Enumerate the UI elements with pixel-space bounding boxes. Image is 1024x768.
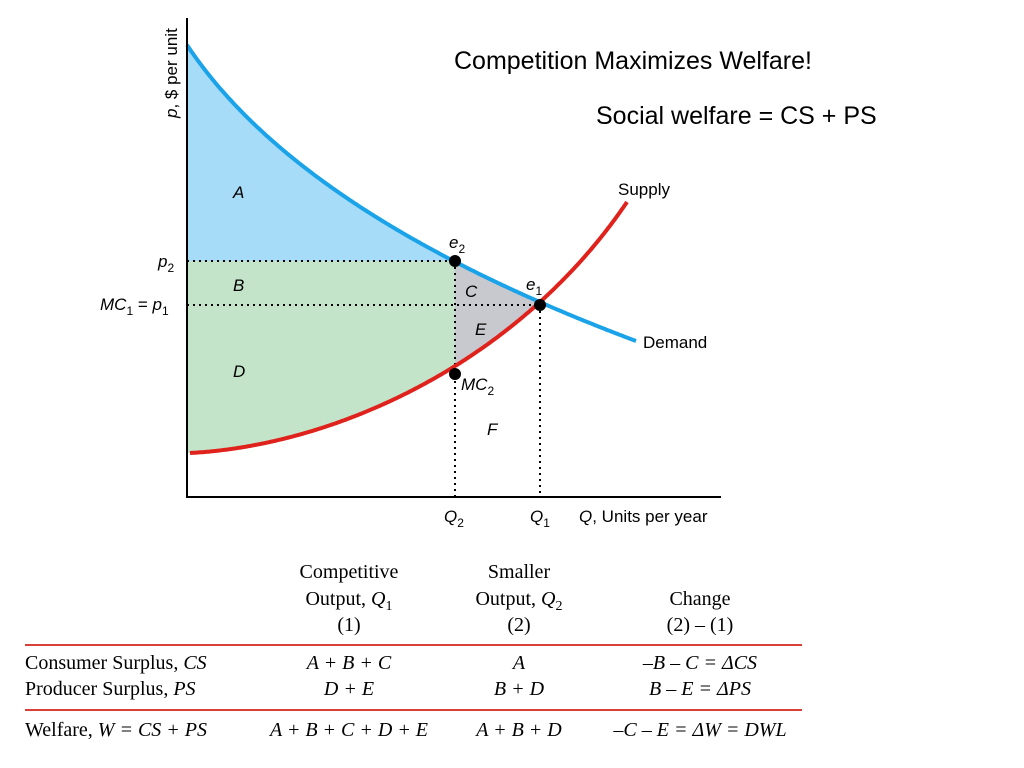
demand-label: Demand bbox=[643, 333, 707, 352]
header-competitive-line1: Competitive bbox=[299, 561, 399, 583]
row-cs-label: Consumer Surplus, CS bbox=[25, 652, 207, 674]
point-label-mc2: MC2 bbox=[461, 375, 494, 398]
header-competitive-line3: (1) bbox=[337, 614, 361, 636]
header-smaller-line1: Smaller bbox=[487, 561, 551, 583]
y-tick-p2: p2 bbox=[157, 252, 174, 275]
welfare-chart: A B C D E F Supply Demand e2 e1 MC2 p2 M… bbox=[100, 18, 721, 530]
point-mc2 bbox=[449, 368, 461, 380]
y-axis-label: p, $ per unit bbox=[162, 28, 181, 119]
row-ps-smaller: B + D bbox=[493, 678, 545, 700]
point-e1 bbox=[534, 299, 546, 311]
region-b-d bbox=[187, 261, 455, 453]
header-smaller-line2: Output, Q2 bbox=[475, 588, 563, 614]
region-label-c: C bbox=[465, 282, 478, 301]
row-ps-change: B – E = ΔPS bbox=[649, 678, 751, 700]
region-label-b: B bbox=[233, 276, 244, 295]
header-change-line1: Change bbox=[669, 588, 731, 610]
row-welfare-label: Welfare, W = CS + PS bbox=[25, 719, 208, 741]
region-label-a: A bbox=[232, 183, 244, 202]
slide-subtitle: Social welfare = CS + PS bbox=[596, 102, 877, 130]
x-axis-label: Q, Units per year bbox=[579, 507, 708, 526]
row-welfare-smaller: A + B + D bbox=[476, 719, 562, 741]
row-cs-competitive: A + B + C bbox=[306, 652, 392, 674]
header-competitive-line2: Output, Q1 bbox=[305, 588, 393, 614]
y-tick-p1: MC1 = p1 bbox=[100, 295, 169, 318]
slide-title: Competition Maximizes Welfare! bbox=[454, 47, 812, 75]
region-a bbox=[187, 45, 455, 262]
region-c-e bbox=[455, 261, 540, 374]
table-rule-top bbox=[25, 644, 802, 646]
row-cs-smaller: A bbox=[512, 652, 526, 674]
row-cs-change: –B – C = ΔCS bbox=[642, 652, 758, 674]
point-label-e1: e1 bbox=[526, 275, 542, 298]
point-label-e2: e2 bbox=[449, 233, 465, 256]
table-rule-bottom bbox=[25, 709, 802, 711]
region-label-e: E bbox=[475, 320, 487, 339]
x-tick-q1: Q1 bbox=[530, 507, 550, 530]
row-ps-competitive: D + E bbox=[323, 678, 375, 700]
row-welfare-change: –C – E = ΔW = DWL bbox=[613, 719, 787, 741]
x-tick-q2: Q2 bbox=[444, 507, 464, 530]
supply-line bbox=[189, 200, 629, 455]
supply-label: Supply bbox=[618, 180, 670, 199]
header-smaller-line3: (2) bbox=[507, 614, 531, 636]
point-e2 bbox=[449, 255, 461, 267]
row-ps-label: Producer Surplus, PS bbox=[25, 678, 196, 700]
demand-line bbox=[185, 43, 637, 343]
region-label-f: F bbox=[487, 420, 499, 439]
header-change-line3: (2) – (1) bbox=[666, 614, 734, 636]
region-label-d: D bbox=[233, 362, 245, 381]
row-welfare-competitive: A + B + C + D + E bbox=[269, 719, 429, 741]
